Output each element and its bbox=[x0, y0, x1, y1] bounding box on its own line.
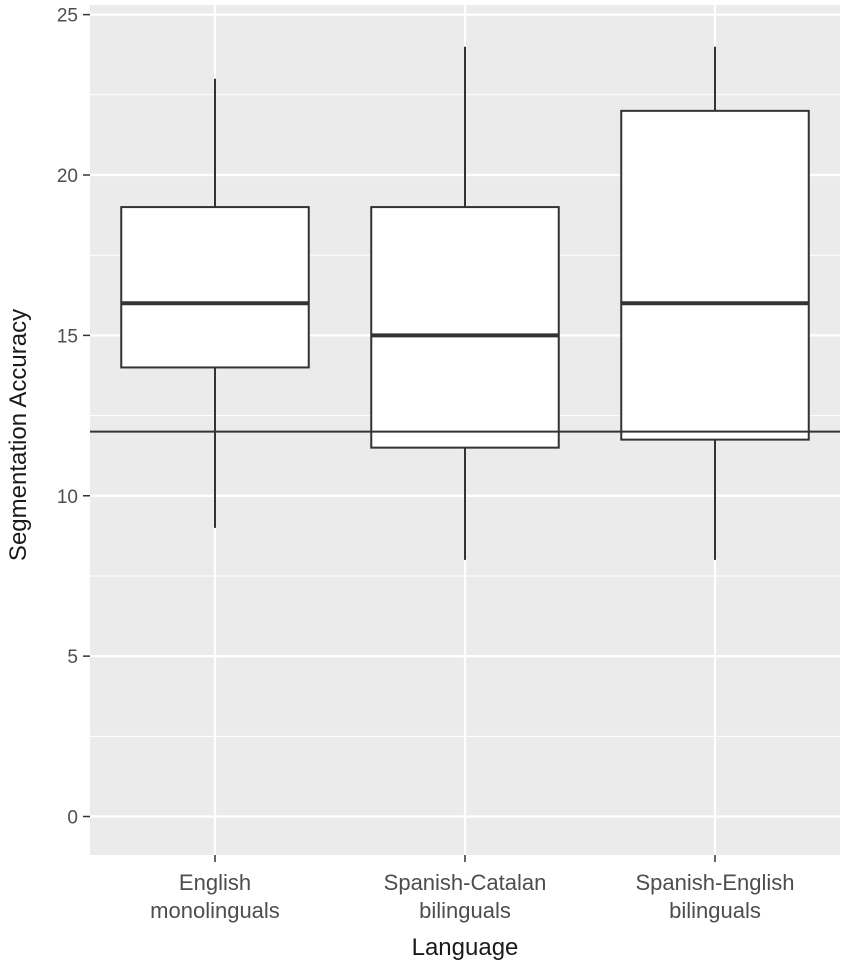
y-tick-label: 5 bbox=[67, 647, 78, 668]
boxes bbox=[120, 46, 810, 560]
x-category-label: Spanish-Catalan bbox=[384, 870, 547, 895]
x-category-label: bilinguals bbox=[669, 898, 761, 923]
y-tick-label: 10 bbox=[57, 487, 78, 508]
y-axis-title: Segmentation Accuracy bbox=[5, 309, 32, 561]
y-tick-label: 20 bbox=[57, 166, 78, 187]
box bbox=[620, 109, 810, 441]
x-axis-title: Language bbox=[412, 934, 519, 961]
y-tick-label: 15 bbox=[57, 326, 78, 347]
x-axis-ticks bbox=[214, 855, 716, 862]
y-axis-ticks: 0 5 10 15 20 25 bbox=[57, 6, 90, 829]
x-category-label: English bbox=[179, 870, 251, 895]
x-category-label: monolinguals bbox=[150, 898, 280, 923]
boxplot-2 bbox=[370, 46, 560, 560]
boxplot-1 bbox=[120, 78, 310, 528]
box bbox=[120, 206, 310, 369]
x-category-label: bilinguals bbox=[419, 898, 511, 923]
x-axis-labels: English monolinguals Spanish-Catalan biling… bbox=[150, 870, 794, 923]
y-tick-label: 25 bbox=[57, 6, 78, 27]
x-category-label: Spanish-English bbox=[636, 870, 795, 895]
y-tick-label: 0 bbox=[67, 808, 78, 829]
boxplot-3 bbox=[620, 46, 810, 560]
box bbox=[370, 206, 560, 449]
